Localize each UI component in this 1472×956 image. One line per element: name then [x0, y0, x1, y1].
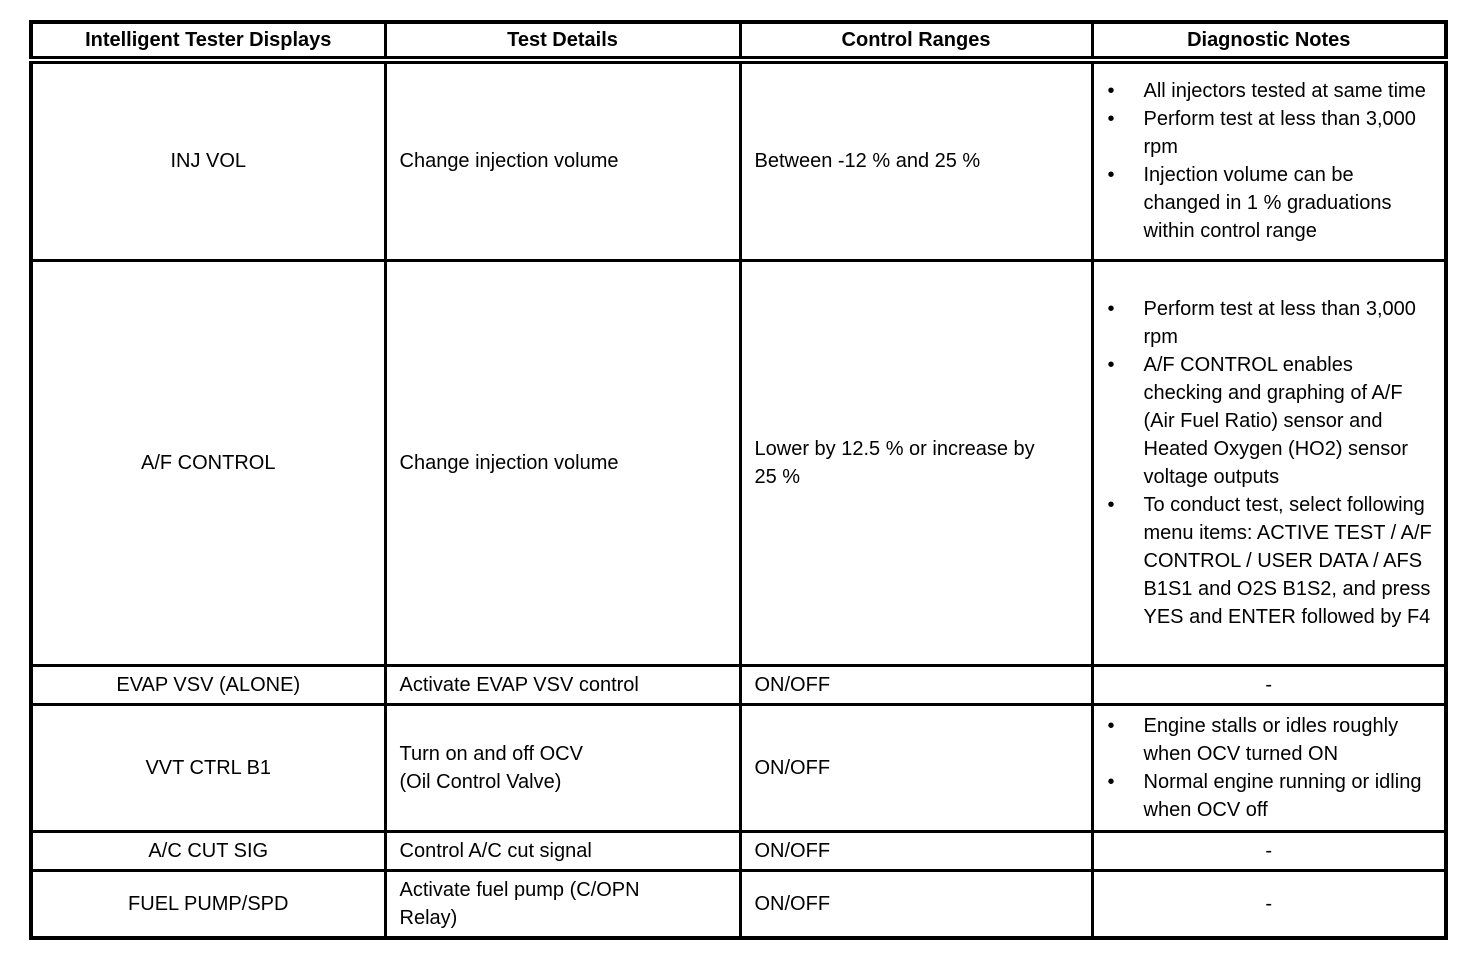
notes-list: All injectors tested at same timePerform… [1095, 77, 1433, 245]
control-ranges-cell: Between -12 % and 25 % [738, 58, 1094, 262]
tester-display-cell: VVT CTRL B1 [29, 702, 387, 833]
table-row: INJ VOL Change injection volume Between … [29, 58, 1448, 262]
document-page: Intelligent Tester Displays Test Details… [29, 20, 1448, 940]
test-details-cell: Activate fuel pump (C/OPN Relay) [383, 868, 742, 940]
control-ranges-cell: ON/OFF [738, 868, 1094, 940]
table-body: INJ VOL Change injection volume Between … [29, 58, 1448, 940]
tester-display-cell: FUEL PUMP/SPD [29, 868, 387, 940]
diagnostic-notes-cell: Perform test at less than 3,000 rpmA/F C… [1090, 258, 1448, 667]
header-test-details: Test Details [383, 20, 742, 64]
note-item: Engine stalls or idles roughly when OCV … [1108, 712, 1433, 768]
control-ranges-cell: Lower by 12.5 % or increase by 25 % [738, 258, 1094, 667]
table-row: A/F CONTROL Change injection volume Lowe… [29, 258, 1448, 667]
test-details-cell: Control A/C cut signal [383, 829, 742, 872]
header-control-ranges: Control Ranges [738, 20, 1094, 64]
note-item: All injectors tested at same time [1108, 77, 1433, 105]
test-details-cell: Turn on and off OCV (Oil Control Valve) [383, 702, 742, 833]
test-details-cell: Change injection volume [383, 58, 742, 262]
table-row: EVAP VSV (ALONE) Activate EVAP VSV contr… [29, 663, 1448, 706]
note-item: To conduct test, select following menu i… [1108, 491, 1433, 631]
tester-display-cell: A/F CONTROL [29, 258, 387, 667]
header-intelligent-tester-displays: Intelligent Tester Displays [29, 20, 387, 64]
tester-display-cell: INJ VOL [29, 58, 387, 262]
diagnostic-notes-cell: - [1090, 868, 1448, 940]
control-ranges-cell: ON/OFF [738, 663, 1094, 706]
diagnostic-notes-cell: Engine stalls or idles roughly when OCV … [1090, 702, 1448, 833]
note-item: A/F CONTROL enables checking and graphin… [1108, 351, 1433, 491]
diagnostic-notes-cell: All injectors tested at same timePerform… [1090, 58, 1448, 262]
test-details-cell: Change injection volume [383, 258, 742, 667]
tester-display-cell: A/C CUT SIG [29, 829, 387, 872]
notes-list: Engine stalls or idles roughly when OCV … [1095, 712, 1433, 824]
table-row: FUEL PUMP/SPD Activate fuel pump (C/OPN … [29, 868, 1448, 940]
control-ranges-cell: ON/OFF [738, 702, 1094, 833]
note-item: Normal engine running or idling when OCV… [1108, 768, 1433, 824]
tester-display-cell: EVAP VSV (ALONE) [29, 663, 387, 706]
note-item: Injection volume can be changed in 1 % g… [1108, 161, 1433, 245]
header-diagnostic-notes: Diagnostic Notes [1090, 20, 1448, 64]
test-details-cell: Activate EVAP VSV control [383, 663, 742, 706]
table-row: VVT CTRL B1 Turn on and off OCV (Oil Con… [29, 702, 1448, 833]
table-row: A/C CUT SIG Control A/C cut signal ON/OF… [29, 829, 1448, 872]
control-ranges-cell: ON/OFF [738, 829, 1094, 872]
notes-list: Perform test at less than 3,000 rpmA/F C… [1095, 295, 1433, 631]
note-item: Perform test at less than 3,000 rpm [1108, 295, 1433, 351]
header-row: Intelligent Tester Displays Test Details… [29, 20, 1448, 64]
diagnostic-notes-cell: - [1090, 663, 1448, 706]
diagnostic-notes-cell: - [1090, 829, 1448, 872]
note-item: Perform test at less than 3,000 rpm [1108, 105, 1433, 161]
active-test-table: Intelligent Tester Displays Test Details… [29, 20, 1448, 940]
